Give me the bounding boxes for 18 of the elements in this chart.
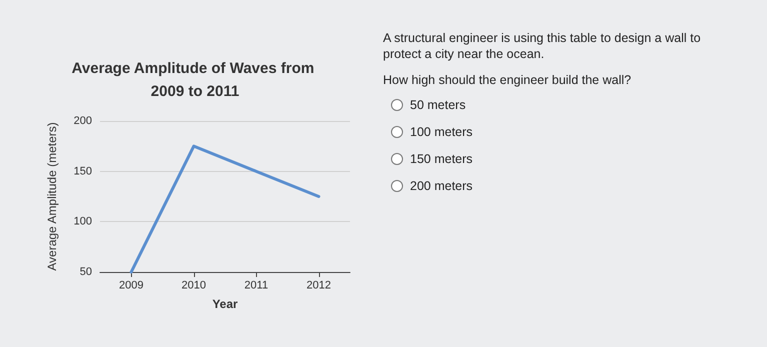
chart-title: Average Amplitude of Waves from 2009 to 2011 [72,60,318,100]
y-tick-label: 100 [74,216,92,228]
text: 200 meters [409,179,474,195]
x-tick-label: 2009 [119,280,144,292]
line-series [130,144,320,274]
x-tick-label: 2012 [306,280,331,292]
text: 50 meters [409,98,467,114]
text: 150 meters [409,152,474,168]
x-tick-label: 2010 [182,280,206,292]
y-axis-title: Average Amplitude (meters) [45,122,59,271]
x-axis-title: Year [212,297,238,311]
y-tick-label: 150 [74,165,92,178]
x-tick-label: 2011 [244,280,268,292]
text: A structural engineer is using this table to design a wall to protect a city near the ocean. [383,30,702,62]
text: 100 meters [409,125,474,141]
y-tick-label: 200 [74,115,92,127]
text: How high should the engineer build the wall? [383,72,632,88]
y-tick-label: 50 [80,266,92,278]
